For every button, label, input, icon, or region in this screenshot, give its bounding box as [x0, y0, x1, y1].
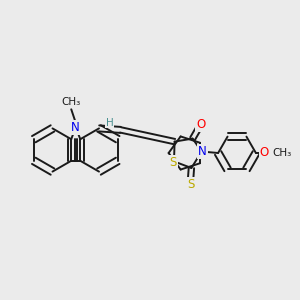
Text: N: N [198, 145, 207, 158]
Text: O: O [196, 118, 205, 131]
Text: N: N [71, 121, 80, 134]
Text: CH₃: CH₃ [61, 97, 81, 107]
Text: S: S [187, 178, 194, 191]
Text: S: S [169, 156, 177, 169]
Text: H: H [106, 118, 114, 128]
Text: CH₃: CH₃ [273, 148, 292, 158]
Text: O: O [260, 146, 269, 160]
